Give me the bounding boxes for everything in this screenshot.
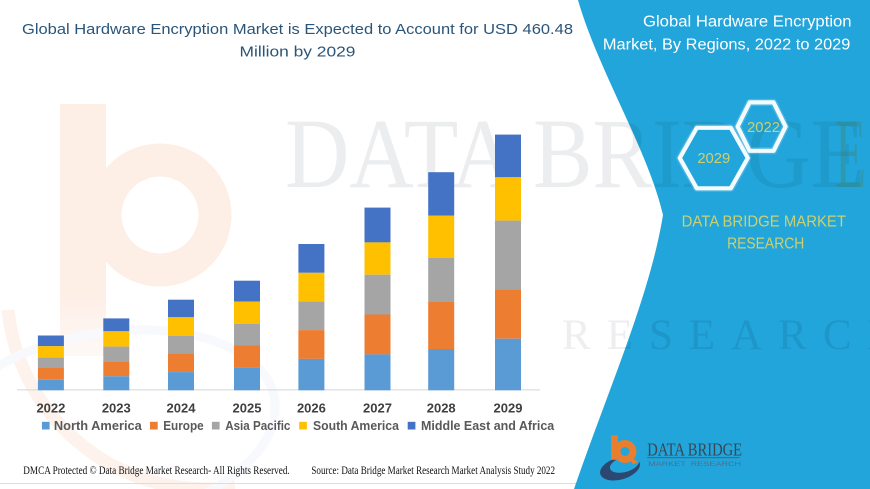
- svg-text:2029: 2029: [697, 151, 730, 167]
- svg-text:Europe: Europe: [163, 419, 204, 433]
- svg-text:DATA BRIDGE MARKET: DATA BRIDGE MARKET: [682, 213, 847, 230]
- svg-text:2028: 2028: [427, 401, 456, 416]
- svg-text:2026: 2026: [297, 401, 326, 416]
- svg-text:Global Hardware Encryption Mar: Global Hardware Encryption Market is Exp…: [22, 22, 573, 38]
- svg-text:2025: 2025: [233, 401, 262, 416]
- svg-text:2029: 2029: [494, 401, 523, 416]
- svg-text:2024: 2024: [167, 401, 197, 416]
- svg-text:2027: 2027: [363, 401, 392, 416]
- svg-text:RESEARCH: RESEARCH: [727, 235, 804, 252]
- svg-text:North America: North America: [54, 419, 143, 433]
- svg-text:Market, By Regions, 2022 to 20: Market, By Regions, 2022 to 2029: [603, 37, 851, 54]
- svg-text:South America: South America: [313, 419, 400, 433]
- svg-text:Middle East and Africa: Middle East and Africa: [421, 419, 555, 433]
- svg-text:2022: 2022: [36, 401, 65, 416]
- svg-text:2023: 2023: [102, 401, 131, 416]
- svg-text:Asia Pacific: Asia Pacific: [225, 419, 290, 433]
- svg-text:Global Hardware Encryption: Global Hardware Encryption: [643, 14, 852, 31]
- svg-text:2022: 2022: [747, 120, 780, 136]
- svg-text:Million by 2029: Million by 2029: [240, 44, 356, 60]
- svg-text:DATA BRIDGE: DATA BRIDGE: [647, 439, 742, 459]
- svg-text:MARKET RESEARCH: MARKET RESEARCH: [648, 462, 741, 468]
- svg-text:Source: Data Bridge Market Res: Source: Data Bridge Market Research Mark…: [311, 463, 555, 477]
- svg-text:E: E: [835, 98, 866, 209]
- svg-text:DMCA Protected © Data Bridge M: DMCA Protected © Data Bridge Market Rese…: [23, 463, 289, 477]
